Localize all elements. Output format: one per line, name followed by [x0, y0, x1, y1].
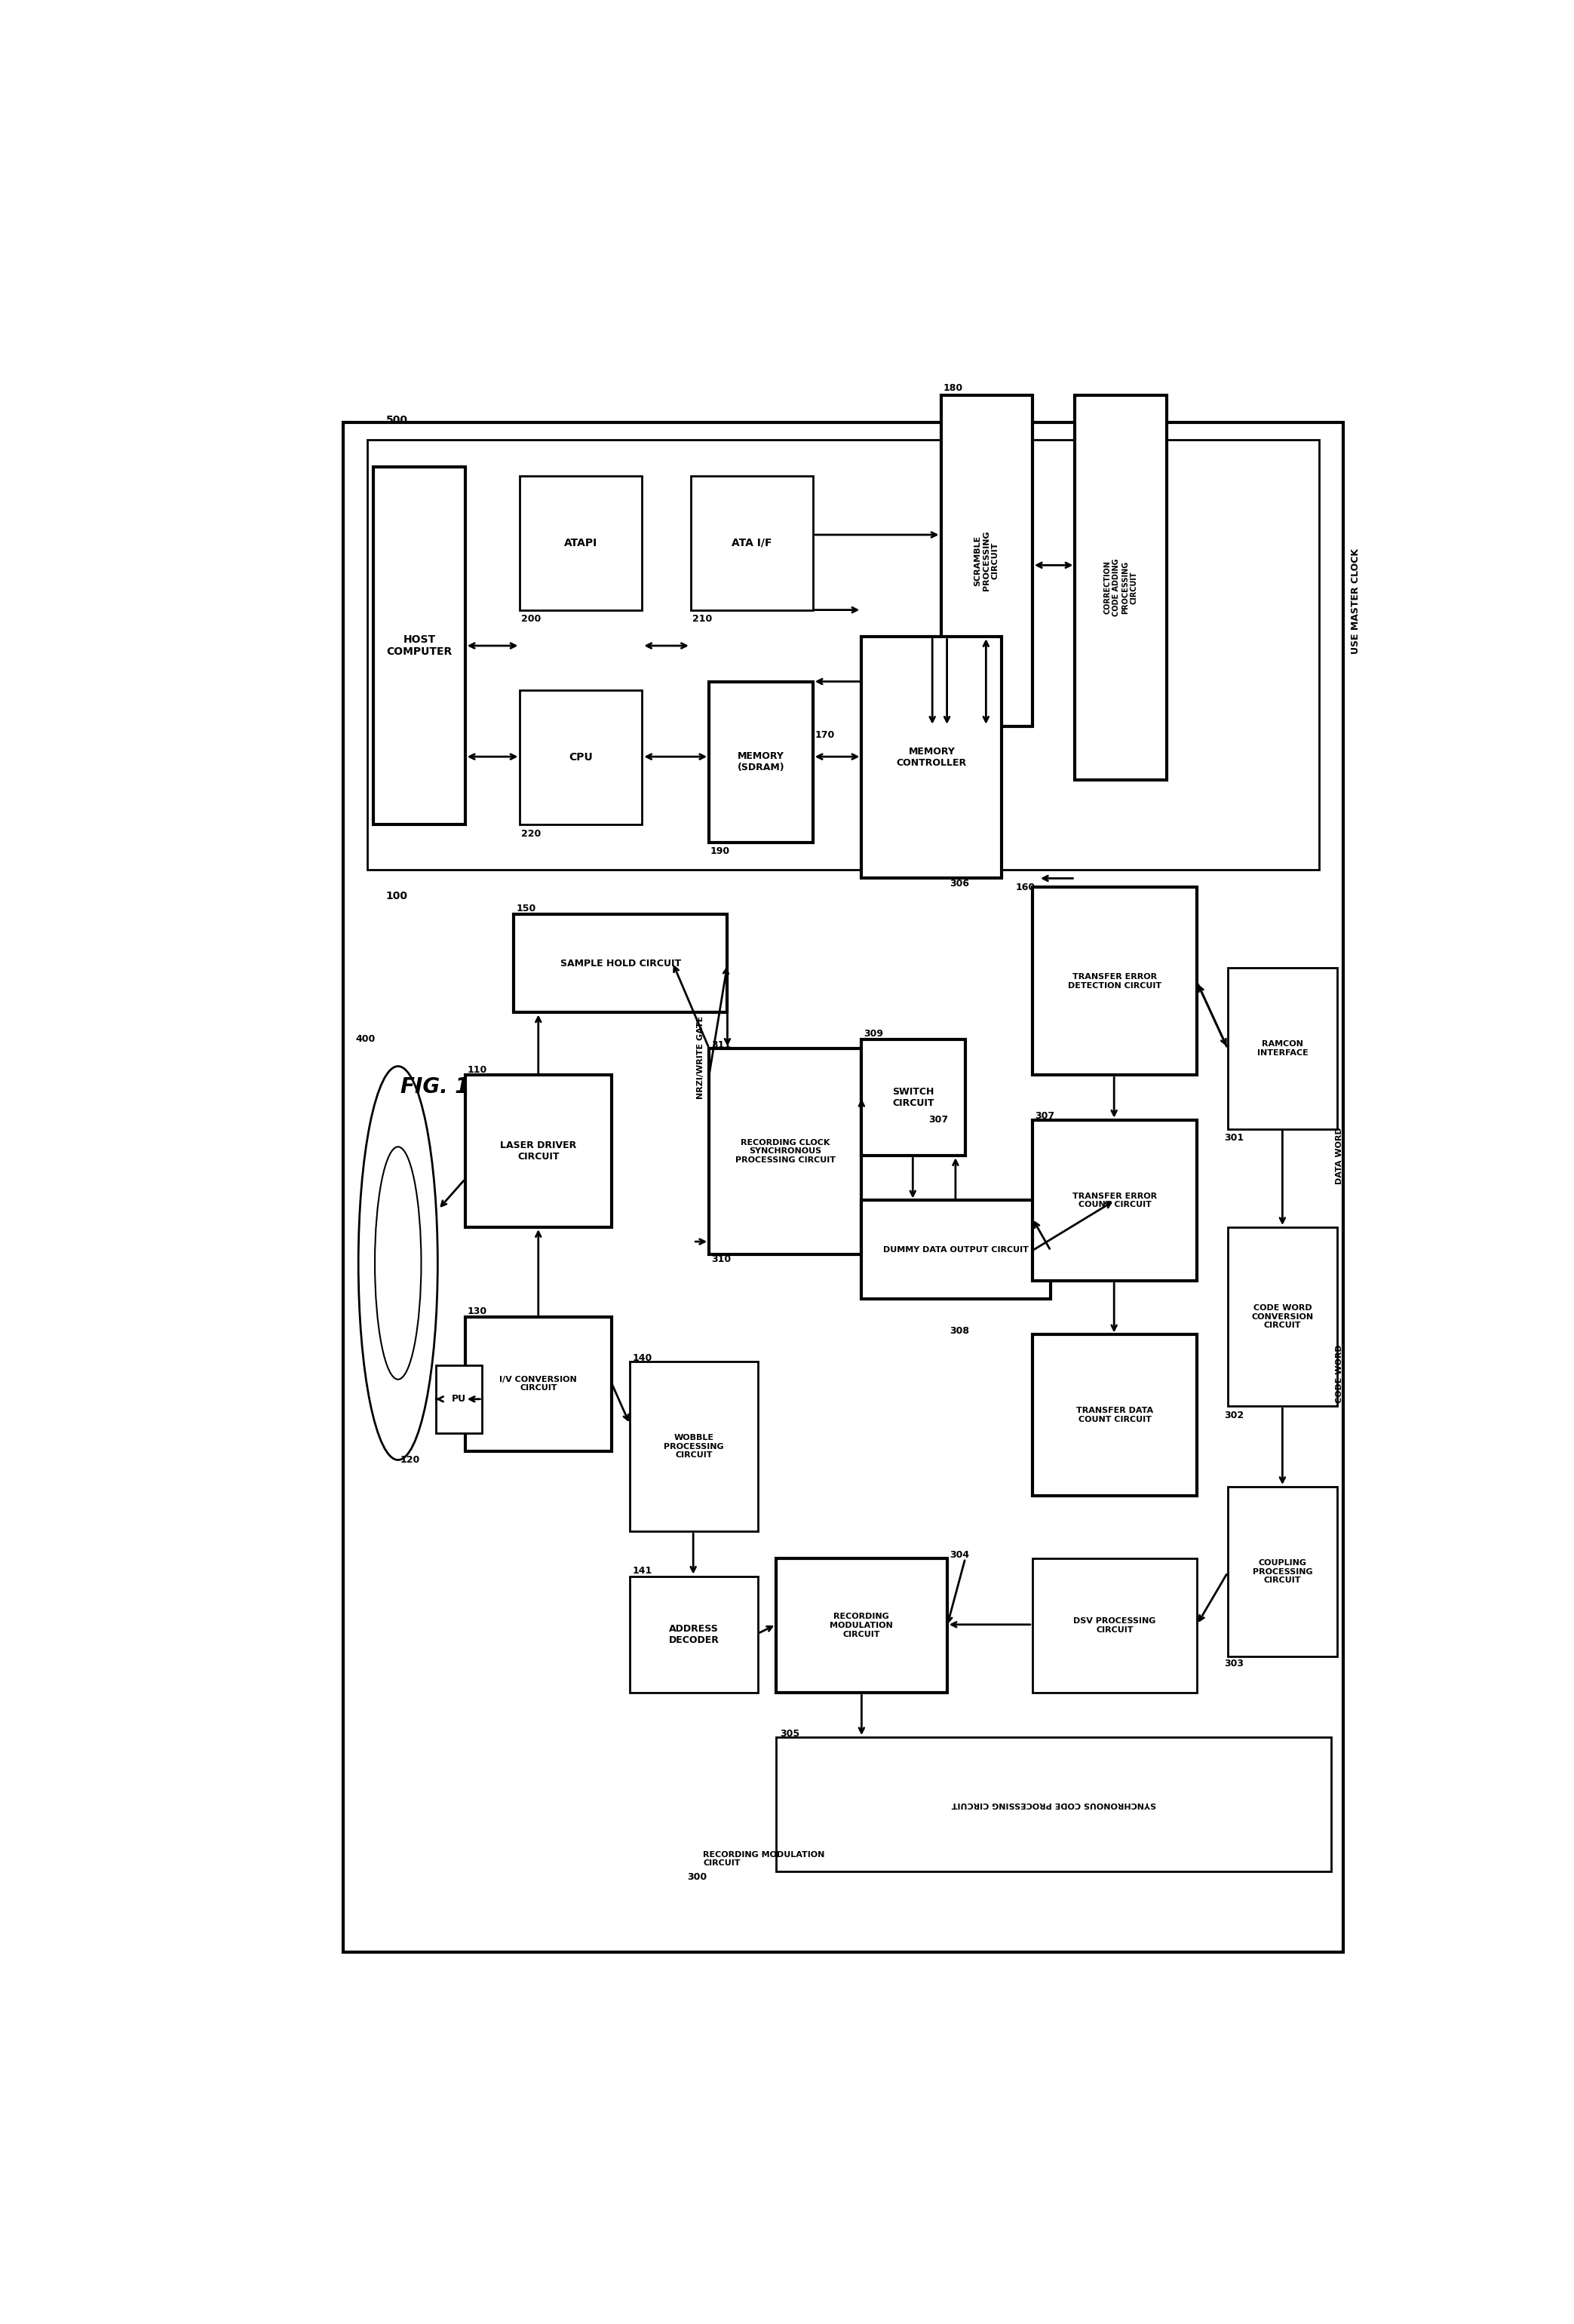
Text: CORRECTION
CODE ADDING
PROCESSING
CIRCUIT: CORRECTION CODE ADDING PROCESSING CIRCUI… [1103, 558, 1138, 616]
Text: HOST
COMPUTER: HOST COMPUTER [387, 634, 452, 658]
Text: 400: 400 [356, 1034, 375, 1043]
Text: CODE WORD
CONVERSION
CIRCUIT: CODE WORD CONVERSION CIRCUIT [1251, 1304, 1313, 1329]
Text: FIG. 1: FIG. 1 [400, 1076, 469, 1097]
Text: 100: 100 [386, 890, 408, 902]
FancyBboxPatch shape [519, 476, 642, 609]
Text: SWITCH
CIRCUIT: SWITCH CIRCUIT [892, 1088, 935, 1109]
Text: 302: 302 [1225, 1411, 1243, 1420]
Text: RECORDING
MODULATION
CIRCUIT: RECORDING MODULATION CIRCUIT [829, 1613, 892, 1638]
FancyBboxPatch shape [776, 1559, 948, 1692]
FancyBboxPatch shape [1033, 1559, 1198, 1692]
Text: 304: 304 [949, 1550, 970, 1559]
Text: RECORDING MODULATION
CIRCUIT: RECORDING MODULATION CIRCUIT [704, 1850, 825, 1866]
FancyBboxPatch shape [708, 681, 812, 844]
Text: 200: 200 [521, 614, 541, 623]
Text: 180: 180 [943, 383, 963, 393]
FancyBboxPatch shape [1033, 888, 1198, 1076]
Text: CODE WORD: CODE WORD [1336, 1346, 1344, 1404]
Text: SCRAMBLE
PROCESSING
CIRCUIT: SCRAMBLE PROCESSING CIRCUIT [974, 530, 999, 590]
FancyBboxPatch shape [691, 476, 812, 609]
Text: SAMPLE HOLD CIRCUIT: SAMPLE HOLD CIRCUIT [560, 957, 682, 969]
FancyBboxPatch shape [630, 1362, 759, 1532]
Text: 301: 301 [1225, 1132, 1243, 1143]
Text: CPU: CPU [570, 753, 593, 762]
FancyBboxPatch shape [1221, 1262, 1343, 1522]
FancyBboxPatch shape [519, 690, 642, 825]
Text: MEMORY
(SDRAM): MEMORY (SDRAM) [737, 751, 784, 772]
Text: 210: 210 [693, 614, 711, 623]
FancyBboxPatch shape [1075, 395, 1166, 781]
Text: NRZI/WRITE GATE: NRZI/WRITE GATE [697, 1016, 704, 1099]
FancyBboxPatch shape [1228, 967, 1338, 1129]
Text: 308: 308 [949, 1327, 970, 1336]
Text: 310: 310 [711, 1255, 732, 1264]
Text: TRANSFER ERROR
DETECTION CIRCUIT: TRANSFER ERROR DETECTION CIRCUIT [1067, 974, 1162, 990]
FancyBboxPatch shape [466, 1318, 611, 1450]
Text: 307: 307 [1034, 1111, 1055, 1120]
Text: 110: 110 [467, 1064, 488, 1074]
FancyBboxPatch shape [861, 1202, 1051, 1299]
FancyBboxPatch shape [861, 1039, 965, 1155]
FancyBboxPatch shape [368, 439, 1319, 869]
FancyBboxPatch shape [373, 467, 466, 825]
Text: DUMMY DATA OUTPUT CIRCUIT: DUMMY DATA OUTPUT CIRCUIT [883, 1246, 1029, 1253]
Text: 305: 305 [779, 1729, 800, 1738]
Text: 300: 300 [688, 1873, 707, 1882]
FancyBboxPatch shape [630, 1576, 759, 1692]
Text: SYNCHRONOUS CODE PROCESSING CIRCUIT: SYNCHRONOUS CODE PROCESSING CIRCUIT [951, 1801, 1155, 1808]
Text: 311: 311 [711, 1039, 732, 1050]
Text: DSV PROCESSING
CIRCUIT: DSV PROCESSING CIRCUIT [1073, 1618, 1155, 1634]
FancyBboxPatch shape [515, 913, 727, 1013]
Text: MEMORY
CONTROLLER: MEMORY CONTROLLER [897, 746, 966, 769]
Text: 309: 309 [864, 1030, 883, 1039]
FancyBboxPatch shape [1033, 1120, 1198, 1281]
FancyBboxPatch shape [1033, 1334, 1198, 1497]
Text: LASER DRIVER
CIRCUIT: LASER DRIVER CIRCUIT [501, 1141, 576, 1162]
Text: 150: 150 [516, 904, 537, 913]
FancyBboxPatch shape [343, 423, 1343, 1952]
Text: 160: 160 [1015, 883, 1036, 892]
FancyBboxPatch shape [1228, 1227, 1338, 1406]
Text: ADDRESS
DECODER: ADDRESS DECODER [669, 1624, 719, 1645]
Text: 190: 190 [710, 846, 730, 858]
Text: 130: 130 [467, 1306, 488, 1315]
Text: WOBBLE
PROCESSING
CIRCUIT: WOBBLE PROCESSING CIRCUIT [664, 1434, 724, 1459]
Text: USE MASTER CLOCK: USE MASTER CLOCK [1350, 548, 1360, 653]
Text: ATA I/F: ATA I/F [732, 537, 771, 548]
Text: 220: 220 [521, 830, 541, 839]
Text: TRANSFER ERROR
COUNT CIRCUIT: TRANSFER ERROR COUNT CIRCUIT [1072, 1192, 1157, 1208]
Text: PU: PU [452, 1394, 466, 1404]
Text: ATAPI: ATAPI [565, 537, 598, 548]
Text: DATA WORD: DATA WORD [1336, 1127, 1344, 1185]
FancyBboxPatch shape [466, 1076, 611, 1227]
Text: 170: 170 [815, 730, 836, 739]
FancyBboxPatch shape [1228, 1487, 1338, 1657]
Text: TRANSFER DATA
COUNT CIRCUIT: TRANSFER DATA COUNT CIRCUIT [1077, 1406, 1154, 1422]
Text: 120: 120 [400, 1455, 420, 1464]
Text: 303: 303 [1225, 1659, 1243, 1669]
FancyBboxPatch shape [776, 1738, 1332, 1871]
Text: RAMCON
INTERFACE: RAMCON INTERFACE [1258, 1041, 1308, 1057]
Text: 140: 140 [633, 1353, 652, 1362]
FancyBboxPatch shape [1221, 1532, 1343, 1773]
Text: 141: 141 [633, 1566, 652, 1576]
FancyBboxPatch shape [861, 637, 1003, 878]
Text: RECORDING CLOCK
SYNCHRONOUS
PROCESSING CIRCUIT: RECORDING CLOCK SYNCHRONOUS PROCESSING C… [735, 1139, 836, 1164]
Text: I/V CONVERSION
CIRCUIT: I/V CONVERSION CIRCUIT [499, 1376, 578, 1392]
FancyBboxPatch shape [941, 395, 1033, 725]
Text: 306: 306 [949, 878, 970, 888]
Text: 500: 500 [386, 416, 408, 425]
FancyBboxPatch shape [708, 1048, 861, 1255]
FancyBboxPatch shape [1221, 888, 1343, 1255]
Text: 307: 307 [929, 1116, 949, 1125]
Text: COUPLING
PROCESSING
CIRCUIT: COUPLING PROCESSING CIRCUIT [1253, 1559, 1313, 1585]
FancyBboxPatch shape [436, 1364, 482, 1434]
